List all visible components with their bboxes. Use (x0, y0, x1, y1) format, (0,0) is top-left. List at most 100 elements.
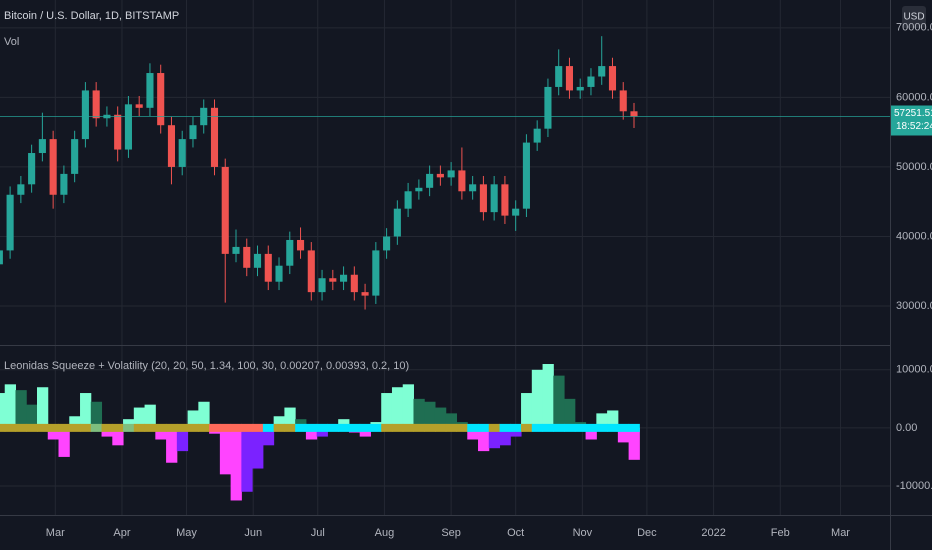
candle-body (458, 170, 466, 192)
histogram-bar (112, 427, 124, 446)
squeeze-dot (564, 423, 576, 432)
squeeze-dot (219, 423, 232, 432)
candle-body (608, 66, 617, 91)
histogram-bar (69, 416, 81, 428)
squeeze-dot (155, 423, 167, 432)
squeeze-dot (521, 423, 533, 432)
squeeze-dot (510, 423, 522, 432)
histogram-bar (295, 419, 307, 428)
squeeze-dot (166, 423, 178, 432)
candle-body (555, 66, 563, 87)
squeeze-dot (445, 423, 458, 432)
x-tick-label: Jul (311, 527, 325, 539)
candle-body (318, 278, 326, 293)
squeeze-dot (284, 423, 296, 432)
histogram-bar (542, 364, 554, 428)
candle-body (426, 173, 434, 188)
histogram-bar (553, 375, 565, 428)
histogram-bar (187, 410, 199, 428)
histogram-bar (0, 393, 6, 428)
candle-body (178, 139, 186, 167)
x-tick-label: Apr (113, 527, 130, 539)
candle-body (372, 250, 380, 296)
squeeze-dot (101, 423, 113, 432)
candle-body (361, 292, 369, 296)
squeeze-dot (26, 423, 38, 432)
symbol-title: Bitcoin / U.S. Dollar, 1D, BITSTAMP (4, 10, 179, 22)
candle-body (490, 184, 498, 213)
x-tick-label: Nov (573, 527, 593, 539)
histogram-bar (564, 398, 576, 428)
candle-body (512, 208, 520, 216)
squeeze-dot (90, 423, 103, 432)
squeeze-dot (4, 423, 16, 432)
candle-body (436, 173, 444, 178)
squeeze-dot (58, 423, 70, 432)
squeeze-dot (381, 423, 393, 432)
histogram-bar (123, 419, 135, 428)
squeeze-dot (176, 423, 189, 432)
histogram-bar (402, 384, 414, 428)
histogram-bar (467, 427, 479, 440)
squeeze-dot (187, 423, 199, 432)
candle-body (404, 191, 412, 209)
squeeze-dot (585, 423, 597, 432)
currency-button[interactable] (902, 6, 926, 28)
squeeze-dot (359, 423, 371, 432)
candle-body (619, 90, 627, 112)
histogram-bar (381, 393, 393, 428)
candle-body (114, 114, 122, 150)
marks (0, 36, 890, 501)
squeeze-dot (553, 423, 565, 432)
squeeze-dot (596, 423, 608, 432)
candle-body (415, 187, 423, 192)
histogram-bar (510, 427, 522, 437)
candle-body (544, 86, 552, 129)
candle-body (383, 236, 391, 251)
candle-body (393, 208, 401, 237)
x-tick-label: Sep (441, 527, 461, 539)
histogram-bar (80, 393, 92, 428)
candle-body (6, 194, 14, 251)
candle-body (340, 274, 348, 282)
histogram-bar (531, 369, 544, 428)
currency-label[interactable]: USD (903, 12, 924, 23)
candle-body (630, 111, 638, 117)
y-tick-label: 0.00 (896, 422, 917, 434)
histogram-bar (338, 419, 350, 428)
x-tick-label: Dec (637, 527, 657, 539)
squeeze-dot (542, 423, 554, 432)
candle-body (576, 86, 584, 91)
squeeze-dot (198, 423, 210, 432)
x-tick-label: May (176, 527, 197, 539)
histogram-bar (90, 401, 103, 428)
candle-body (232, 246, 240, 254)
histogram-bar (305, 427, 318, 440)
squeeze-dot (434, 423, 447, 432)
histogram-bar (434, 407, 447, 428)
squeeze-dot (413, 423, 425, 432)
squeeze-dot (144, 423, 156, 432)
last-price-box (891, 105, 932, 136)
squeeze-dot (531, 423, 544, 432)
candle-body (157, 73, 165, 126)
candle-body (210, 107, 219, 167)
candle-body (447, 170, 455, 178)
candle-body (167, 125, 176, 167)
histogram-bar (284, 407, 296, 428)
y-tick-label: -10000.00 (896, 480, 932, 492)
histogram-bar (607, 410, 619, 428)
squeeze-dot (327, 423, 339, 432)
histogram-bar (596, 413, 608, 428)
histogram-bar (198, 401, 210, 428)
candle-body (49, 139, 57, 195)
histogram-bar (176, 427, 189, 452)
histogram-bar (58, 427, 70, 457)
candle-body (296, 239, 305, 251)
histogram-bar (478, 427, 490, 452)
candle-body (146, 73, 154, 108)
candle-body (81, 90, 89, 140)
candle-body (135, 104, 143, 108)
squeeze-dot (230, 423, 242, 432)
